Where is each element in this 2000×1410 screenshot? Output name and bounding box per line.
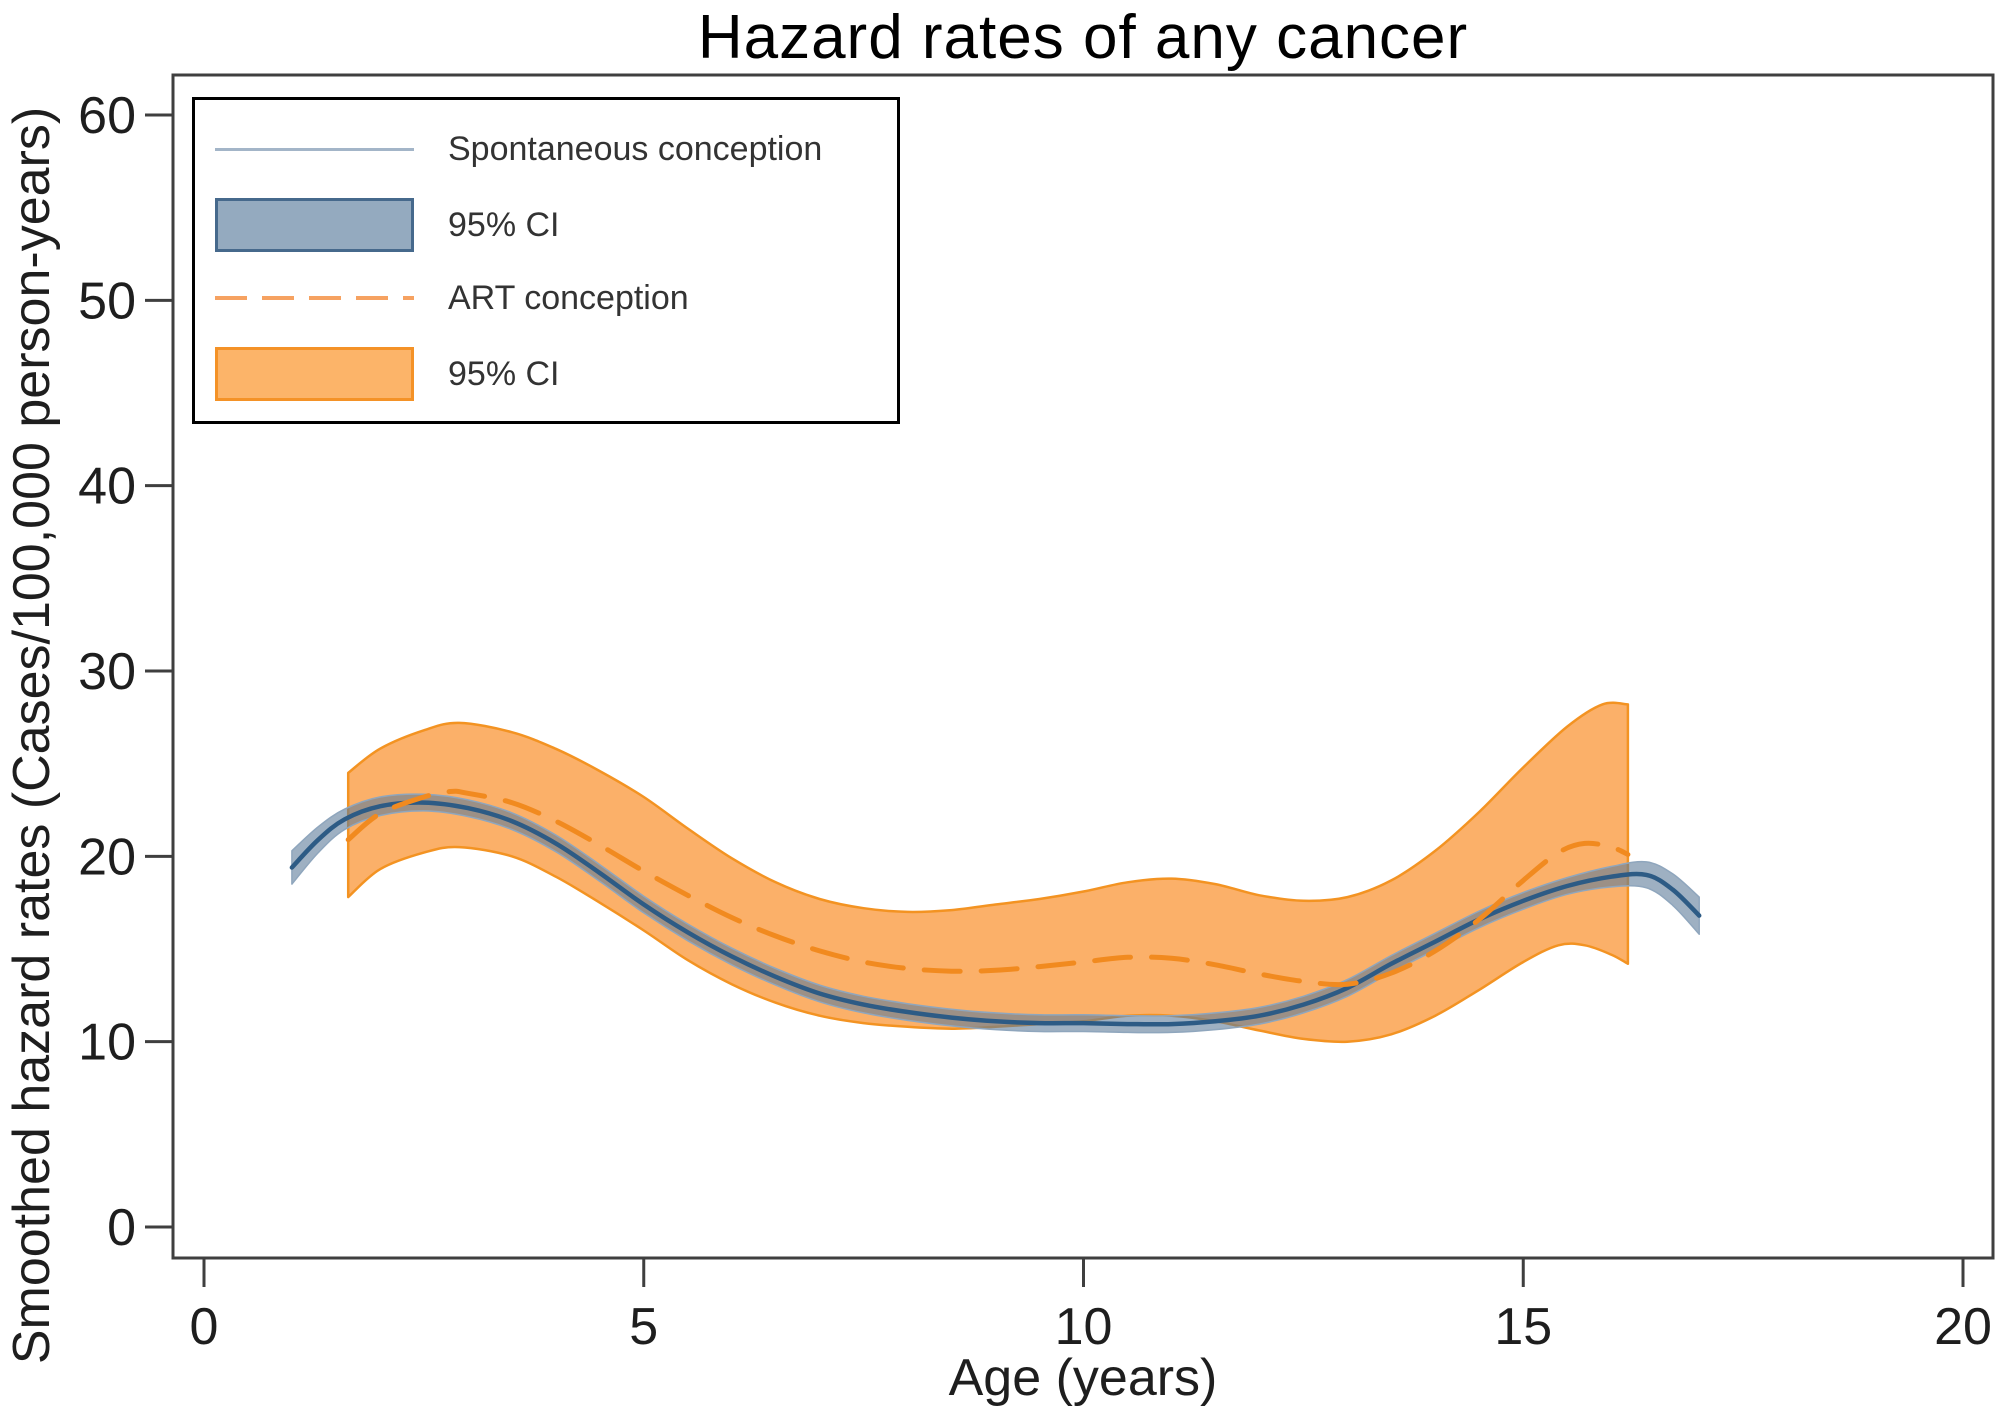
y-tick-label: 40	[78, 458, 136, 516]
y-tick-label: 30	[78, 643, 136, 701]
x-tick-label: 15	[1494, 1298, 1552, 1356]
legend-item-spontaneous: Spontaneous conception	[215, 122, 822, 176]
legend-label: 95% CI	[448, 354, 560, 393]
legend-label: 95% CI	[448, 205, 560, 244]
legend-item-spontaneous-ci: 95% CI	[215, 198, 560, 252]
legend-label: ART conception	[448, 278, 689, 317]
legend-label: Spontaneous conception	[448, 129, 823, 168]
x-tick-label: 0	[190, 1298, 219, 1356]
legend-item-art-ci: 95% CI	[215, 347, 560, 401]
y-tick-label: 20	[78, 828, 136, 886]
legend-item-art: ART conception	[215, 271, 689, 325]
band-spontaneous-conception-95-ci	[291, 793, 1700, 1034]
chart-title: Hazard rates of any cancer	[697, 3, 1469, 72]
y-tick-label: 50	[78, 272, 136, 330]
art-dashed-line-swatch-icon	[215, 296, 414, 300]
x-tick-label: 5	[629, 1298, 658, 1356]
y-axis-title: Smoothed hazard rates (Cases/100,000 per…	[3, 106, 61, 1365]
art-ci-swatch-icon	[215, 347, 414, 401]
spontaneous-ci-swatch-icon	[215, 198, 414, 252]
curve-spontaneous-conception	[289, 800, 1702, 1027]
y-tick-label: 60	[78, 87, 136, 145]
x-axis-title: Age (years)	[948, 1349, 1218, 1407]
y-tick-label: 0	[107, 1199, 136, 1257]
legend: Spontaneous conception 95% CI ART concep…	[192, 97, 900, 424]
spontaneous-line-swatch-icon	[215, 147, 414, 151]
curve-art-conception	[345, 788, 1631, 988]
band-art-conception-95-ci	[346, 701, 1630, 1044]
y-tick-label: 10	[78, 1014, 136, 1072]
x-tick-label: 20	[1934, 1298, 1992, 1356]
x-tick-label: 10	[1055, 1298, 1113, 1356]
